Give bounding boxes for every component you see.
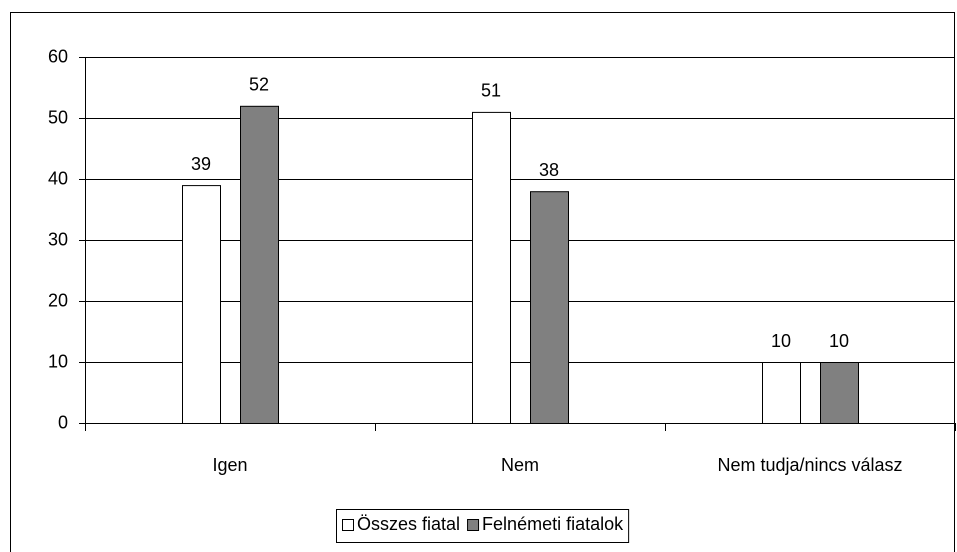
legend-swatch <box>467 519 480 531</box>
y-tick-label: 10 <box>48 351 68 371</box>
bar <box>820 362 859 424</box>
y-tick-label: 40 <box>48 168 68 188</box>
value-label: 52 <box>249 75 269 95</box>
legend-label: Felnémeti fiatalok <box>482 514 624 534</box>
value-label: 38 <box>539 160 559 180</box>
value-label: 10 <box>829 331 849 351</box>
bar <box>182 185 221 424</box>
legend: Összes fiatal Felnémeti fiatalok <box>336 509 630 543</box>
y-tick-label: 30 <box>48 229 68 249</box>
y-tick-label: 50 <box>48 107 68 127</box>
x-tick-label: Nem <box>501 455 539 475</box>
legend-label: Összes fiatal <box>357 514 460 534</box>
bar <box>762 362 801 424</box>
y-tick-label: 60 <box>48 46 68 66</box>
x-tick-label: Igen <box>212 455 247 475</box>
legend-swatch <box>342 519 354 531</box>
y-tick-label: 0 <box>58 412 68 432</box>
bar <box>530 191 569 424</box>
legend-box <box>336 509 630 543</box>
value-label: 39 <box>191 154 211 174</box>
bar <box>472 111 511 425</box>
value-label: 10 <box>771 331 791 351</box>
y-tick-label: 20 <box>48 290 68 310</box>
bar <box>240 105 279 425</box>
value-label: 51 <box>481 81 501 101</box>
x-tick-label: Nem tudja/nincs válasz <box>717 455 902 475</box>
